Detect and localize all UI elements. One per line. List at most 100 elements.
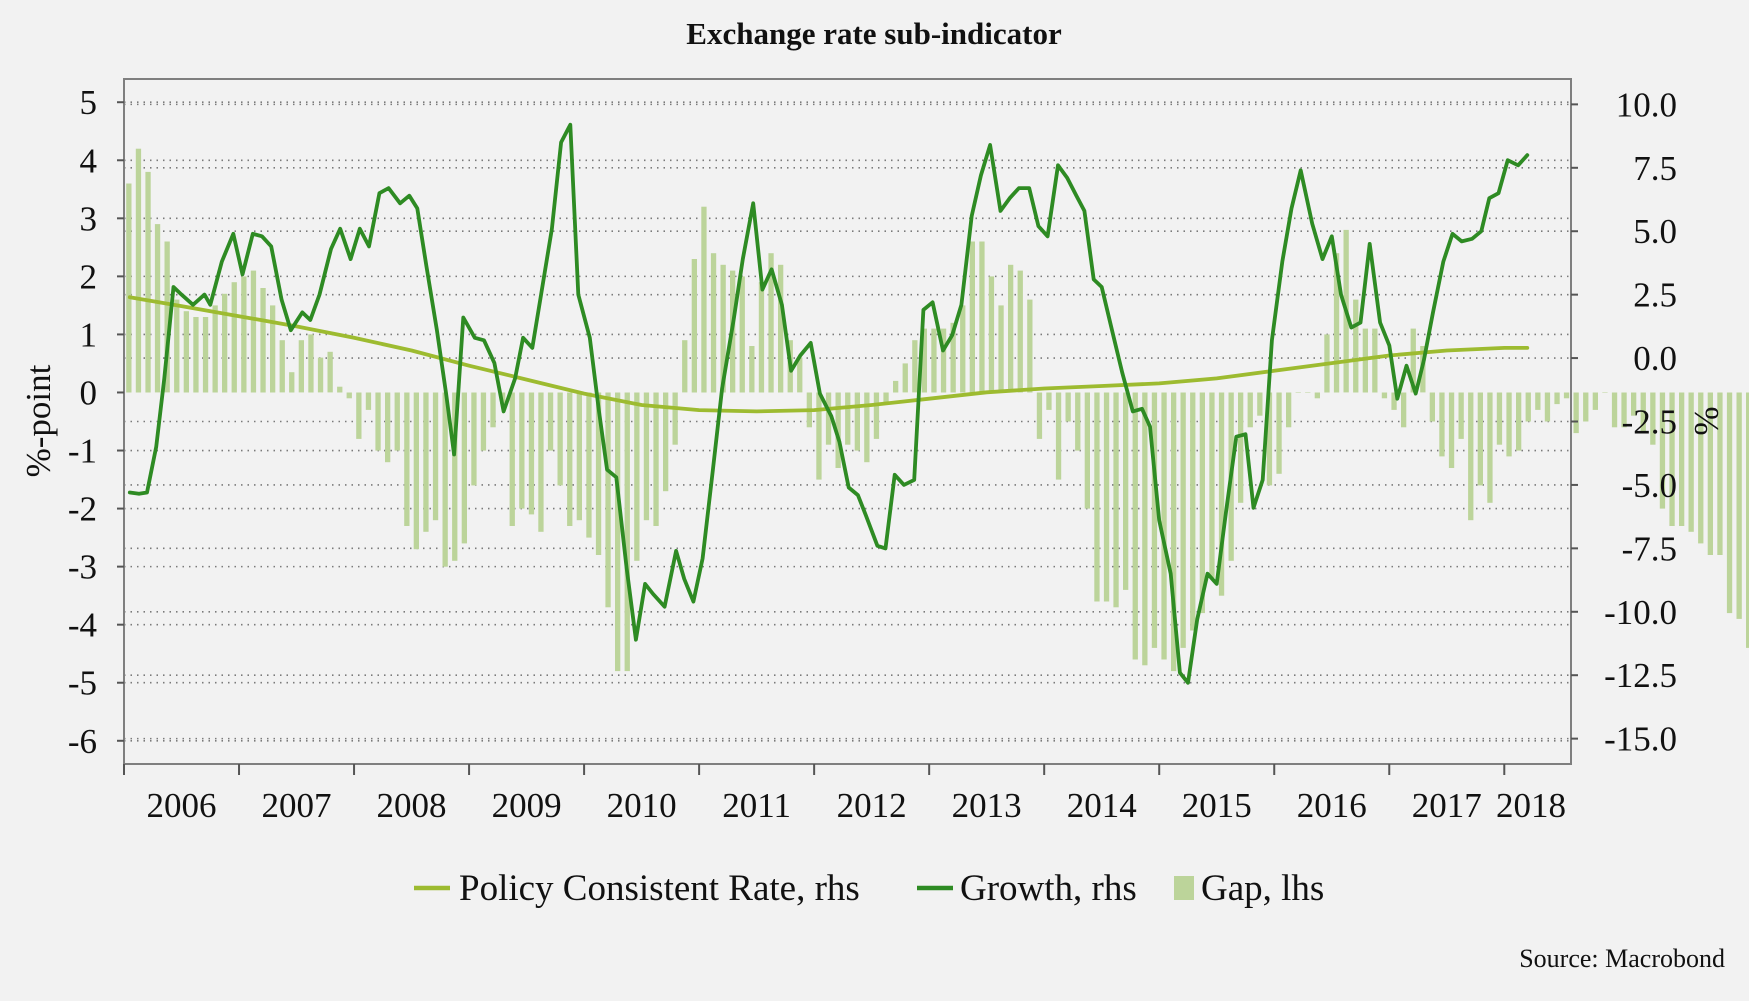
- gap-bar: [950, 322, 956, 393]
- gap-bar: [1448, 392, 1455, 468]
- gap-bar: [1113, 392, 1119, 608]
- gap-bar: [710, 253, 717, 393]
- gap-bar: [1084, 392, 1090, 509]
- y-axis-left-title: %-point: [19, 364, 58, 477]
- gap-bar: [1171, 392, 1177, 672]
- gap-bar: [605, 392, 611, 608]
- gap-bar: [720, 264, 726, 393]
- gap-bar: [1055, 392, 1062, 480]
- gap-bar: [260, 288, 266, 393]
- gap-bar: [797, 357, 803, 393]
- series-lines: [127, 122, 1530, 685]
- gap-bar: [825, 392, 832, 445]
- gap-bar: [528, 392, 535, 515]
- gap-bar: [768, 253, 774, 393]
- gap-bar: [1401, 392, 1407, 428]
- gap-bars: [126, 148, 1749, 672]
- gap-bar: [365, 392, 372, 410]
- gap-bar: [1257, 392, 1263, 416]
- y-tick-left-label: 4: [80, 141, 98, 180]
- gap-bar: [538, 392, 544, 532]
- gap-bar: [375, 392, 381, 451]
- gap-bar: [567, 392, 573, 526]
- gap-bar: [1516, 392, 1522, 451]
- gap-bar: [1295, 392, 1301, 393]
- gap-bar: [1679, 392, 1685, 526]
- gap-bar: [1554, 392, 1560, 405]
- gap-bar: [1008, 264, 1014, 393]
- grid-layer: [124, 101, 1571, 742]
- y-tick-right-label: 5.0: [1633, 212, 1677, 251]
- y-tick-left-label: 2: [80, 257, 98, 296]
- gap-bar: [615, 392, 621, 672]
- y-tick-left-label: 3: [80, 199, 98, 238]
- gap-bar: [1717, 392, 1723, 555]
- gap-bar: [1353, 299, 1359, 393]
- gap-bar: [643, 392, 650, 521]
- gap-bar: [1640, 392, 1646, 434]
- gap-bar: [1525, 392, 1531, 422]
- y-tick-right-label: -15.0: [1604, 720, 1677, 759]
- gap-bar: [154, 224, 161, 393]
- x-tick-label: 2009: [492, 786, 562, 825]
- gap-bar: [1391, 392, 1397, 410]
- gap-bar: [432, 392, 439, 521]
- gap-bar: [202, 317, 209, 393]
- gap-bar: [1688, 392, 1694, 532]
- y-tick-right-label: -7.5: [1622, 529, 1677, 568]
- gap-bar: [595, 392, 602, 555]
- gap-bar: [1659, 392, 1666, 509]
- gap-bar: [1477, 392, 1483, 486]
- gap-bar: [816, 392, 822, 480]
- gap-bar: [940, 328, 947, 393]
- gap-bar: [212, 305, 218, 393]
- gap-bar: [1266, 392, 1273, 486]
- gap-bar: [835, 392, 841, 468]
- gap-bar: [394, 392, 400, 451]
- gap-bar: [1305, 392, 1311, 393]
- gap-bar: [1314, 392, 1320, 399]
- gap-bar: [576, 392, 582, 521]
- gap-bar: [1286, 392, 1292, 428]
- gap-bar: [1151, 392, 1158, 648]
- gap-bar: [1726, 392, 1733, 614]
- gap-bar: [126, 183, 132, 393]
- gap-bar: [682, 340, 688, 393]
- gap-bar: [979, 241, 985, 393]
- y-tick-right-label: -12.5: [1604, 656, 1677, 695]
- gap-bar: [1142, 392, 1148, 666]
- axes: 5 4 3 2 1 0 -1 -2 -3 -4 -5 -6 10.0 7.5 5.0 2.5 0.0 -2.5 -5…: [68, 83, 1677, 825]
- gap-bar: [222, 293, 228, 393]
- gap-bar: [356, 392, 362, 439]
- gap-bar: [509, 392, 515, 526]
- gap-bar: [1333, 253, 1340, 393]
- gap-bar: [1372, 328, 1378, 393]
- legend-label: Gap, lhs: [1201, 868, 1324, 909]
- y-tick-right-label: 10.0: [1616, 85, 1677, 124]
- gap-bar: [988, 276, 995, 393]
- gap-bar: [902, 363, 908, 393]
- gap-bar: [183, 311, 189, 393]
- gap-bar: [1410, 328, 1416, 393]
- gap-bar: [931, 328, 937, 393]
- gap-bar: [1046, 392, 1052, 410]
- gap-bar: [327, 351, 333, 393]
- y-tick-left-label: 0: [80, 373, 98, 412]
- gap-bar: [758, 282, 765, 393]
- gap-bar: [423, 392, 429, 532]
- gap-bar: [1736, 392, 1742, 619]
- gap-bar: [557, 392, 563, 486]
- gap-bar: [1650, 392, 1656, 445]
- gap-bar: [749, 346, 755, 393]
- gap-bar: [1036, 392, 1043, 439]
- y-tick-left-label: -1: [68, 432, 97, 471]
- gap-bar: [1381, 392, 1388, 399]
- y-tick-left-label: 1: [80, 315, 98, 354]
- y-tick-right-label: 0.0: [1633, 339, 1677, 378]
- y-tick-left-label: -3: [68, 548, 97, 587]
- gap-bar: [490, 392, 496, 428]
- gap-bar: [1027, 299, 1033, 393]
- gap-bar: [289, 372, 295, 393]
- gap-bar: [1707, 392, 1713, 555]
- gap-bar: [193, 317, 199, 393]
